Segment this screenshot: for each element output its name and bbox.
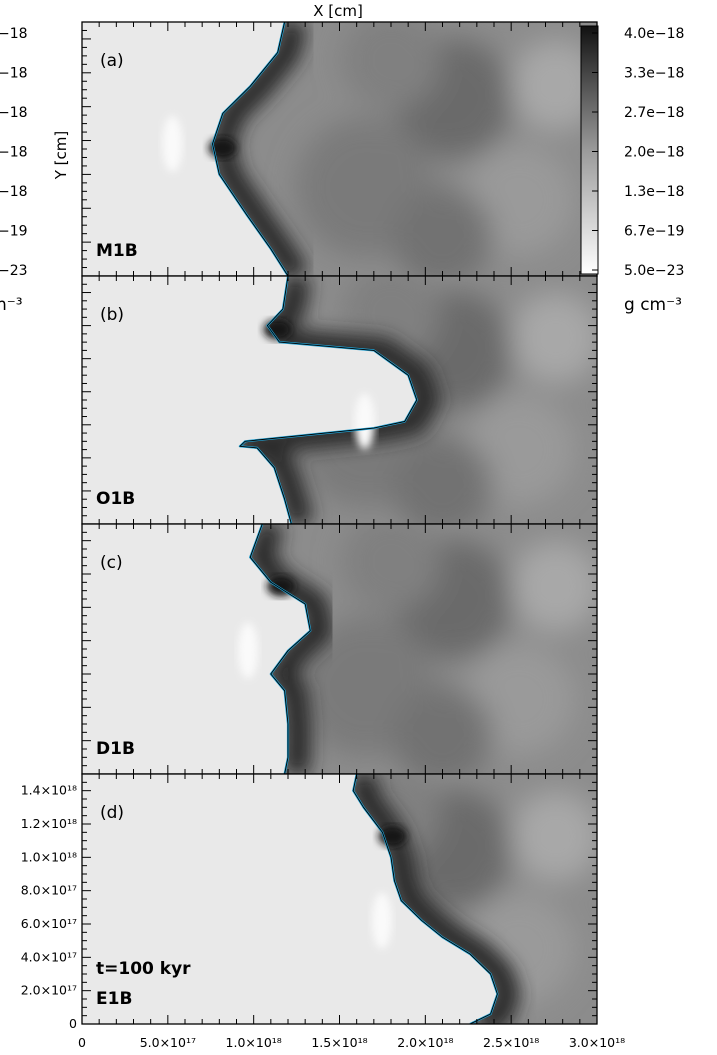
cut-left-labels: −18 −18 −18 −18 −18 −19 −23 n⁻³ <box>0 26 28 315</box>
ionised-region <box>82 276 417 524</box>
panel-model: D1B <box>96 739 135 759</box>
density-blob <box>464 394 575 505</box>
x-tick-label: 5.0×10¹⁷ <box>140 1035 196 1050</box>
x-tick-label: 1.0×10¹⁸ <box>226 1035 282 1050</box>
x-axis-title-top: X [cm] <box>313 2 363 20</box>
colorbar-tick-label: 2.7e−18 <box>624 105 684 121</box>
cut-left-label: −23 <box>0 263 28 279</box>
density-blob <box>341 524 441 612</box>
density-blob <box>392 436 493 524</box>
panel-model: E1B <box>96 989 132 1009</box>
panel-letter: (a) <box>100 51 124 71</box>
colorbar-tick-label: 4.0e−18 <box>624 26 684 42</box>
shock-band-line <box>247 524 334 774</box>
x-tick-label: 0 <box>78 1035 86 1050</box>
colorbar-ticks: 4.0e−18 3.3e−18 2.7e−18 2.0e−18 1.3e−18 6.7e−… <box>592 26 684 279</box>
y-tick-label: 8.0×10¹⁷ <box>21 883 77 898</box>
panel-letter: (c) <box>100 553 123 573</box>
density-blob <box>341 22 441 111</box>
colorbar-tick-label: 5.0e−23 <box>624 263 684 279</box>
cut-left-label: −18 <box>0 66 28 82</box>
dense-knot <box>378 826 407 847</box>
y-tick-label: 1.2×10¹⁸ <box>21 816 77 831</box>
ionised-region <box>82 22 288 276</box>
y-tick-label: 1.0×10¹⁸ <box>21 849 77 864</box>
colorbar: 4.0e−18 3.3e−18 2.7e−18 2.0e−18 1.3e−18 6.7e−… <box>580 25 684 315</box>
panel-m1b <box>82 22 597 276</box>
ionisation-front-line <box>352 774 498 1024</box>
colorbar-gradient <box>580 25 599 275</box>
shock-band <box>247 524 334 774</box>
colorbar-tick-label: 2.0e−18 <box>624 145 684 161</box>
density-blob <box>510 541 597 632</box>
panel-o1b <box>82 276 597 524</box>
panel-letter: (d) <box>100 803 124 823</box>
bright-ridge <box>238 622 258 679</box>
bright-ridge <box>371 892 392 949</box>
shock-band-line <box>350 774 521 1024</box>
colorbar-tick-label: 6.7e−19 <box>624 224 684 240</box>
density-blob <box>392 187 493 276</box>
x-tick-labels: 0 5.0×10¹⁷ 1.0×10¹⁸ 1.5×10¹⁸ 2.0×10¹⁸ 2.5×10¹… <box>78 1035 625 1050</box>
density-texture <box>295 524 597 774</box>
density-blob <box>510 791 597 882</box>
cut-left-unit: n⁻³ <box>0 295 23 315</box>
bright-ridge <box>354 393 375 450</box>
dense-knot-core <box>266 576 295 597</box>
cut-left-label: −19 <box>0 224 28 240</box>
shock-band <box>350 774 521 1024</box>
x-tick-label: 3.0×10¹⁸ <box>569 1035 625 1050</box>
ionised-region <box>82 774 498 1024</box>
panel-model: M1B <box>96 241 138 261</box>
bright-ridge <box>162 115 183 172</box>
bright-feature <box>238 622 258 679</box>
y-tick-label: 4.0×10¹⁷ <box>21 949 77 964</box>
y-tick-label: 2.0×10¹⁷ <box>21 983 77 998</box>
panel-model: O1B <box>96 489 135 509</box>
dense-knot-core <box>263 319 292 340</box>
bright-feature <box>371 892 392 949</box>
colorbar-unit: g cm⁻³ <box>624 295 682 315</box>
y-axis-title: Y [cm] <box>52 131 70 181</box>
cut-left-label: −18 <box>0 105 28 121</box>
dense-knot-core <box>378 826 407 847</box>
ionisation-front-line <box>239 276 418 524</box>
y-tick-label: 1.4×10¹⁸ <box>21 783 77 798</box>
dense-knot <box>263 319 292 340</box>
panel-time: t=100 kyr <box>96 959 191 979</box>
panels-group: (a) M1B (b) O1B (c) D1B (d) t=100 kyr E1B <box>81 21 598 1025</box>
density-blob <box>510 293 597 383</box>
density-texture <box>295 22 597 276</box>
panel-d1b <box>82 524 597 774</box>
cut-left-label: −18 <box>0 26 28 42</box>
density-blob <box>510 40 597 131</box>
bright-feature <box>162 115 183 172</box>
density-blob <box>392 686 493 774</box>
y-tick-labels: 0 2.0×10¹⁷ 4.0×10¹⁷ 6.0×10¹⁷ 8.0×10¹⁷ 1.0×10¹… <box>21 783 77 1031</box>
cut-left-label: −18 <box>0 184 28 200</box>
colorbar-tick-label: 1.3e−18 <box>624 184 684 200</box>
panel-letter: (b) <box>100 305 124 325</box>
cut-left-label: −18 <box>0 145 28 161</box>
ionisation-front-line <box>249 524 311 774</box>
colorbar-tick-label: 3.3e−18 <box>624 66 684 82</box>
panel-e1b <box>82 774 597 1024</box>
y-tick-label: 0 <box>69 1016 77 1031</box>
density-blob <box>464 644 575 754</box>
ionisation-front-line <box>212 22 289 276</box>
bright-feature <box>354 393 375 450</box>
x-tick-label: 2.5×10¹⁸ <box>483 1035 539 1050</box>
y-tick-label: 6.0×10¹⁷ <box>21 916 77 931</box>
ionised-region <box>82 524 311 774</box>
density-blob <box>464 144 575 255</box>
dense-knot <box>266 576 295 597</box>
x-tick-label: 1.5×10¹⁸ <box>311 1035 367 1050</box>
x-tick-label: 2.0×10¹⁸ <box>397 1035 453 1050</box>
